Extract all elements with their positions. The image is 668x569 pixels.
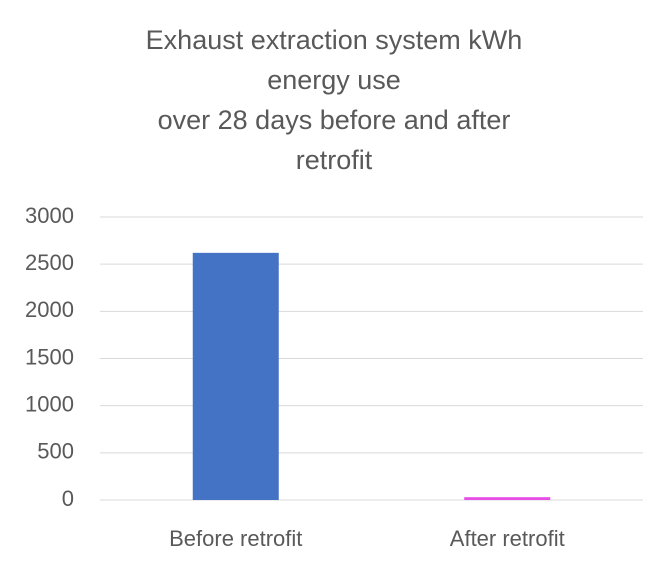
y-tick-label: 1500: [25, 344, 74, 369]
y-tick-label: 2000: [25, 297, 74, 322]
y-tick-label: 1000: [25, 391, 74, 416]
bar: [464, 497, 551, 500]
y-tick-label: 3000: [25, 203, 74, 228]
chart-title: retrofit: [296, 145, 373, 175]
chart-title: energy use: [267, 65, 401, 95]
y-tick-label: 500: [37, 439, 74, 464]
x-tick-label: After retrofit: [450, 526, 565, 551]
y-tick-label: 2500: [25, 250, 74, 275]
bar: [192, 252, 279, 500]
x-tick-label: Before retrofit: [169, 526, 302, 551]
y-tick-label: 0: [62, 486, 74, 511]
chart-title: over 28 days before and after: [158, 105, 511, 135]
chart-title: Exhaust extraction system kWh: [146, 25, 523, 55]
